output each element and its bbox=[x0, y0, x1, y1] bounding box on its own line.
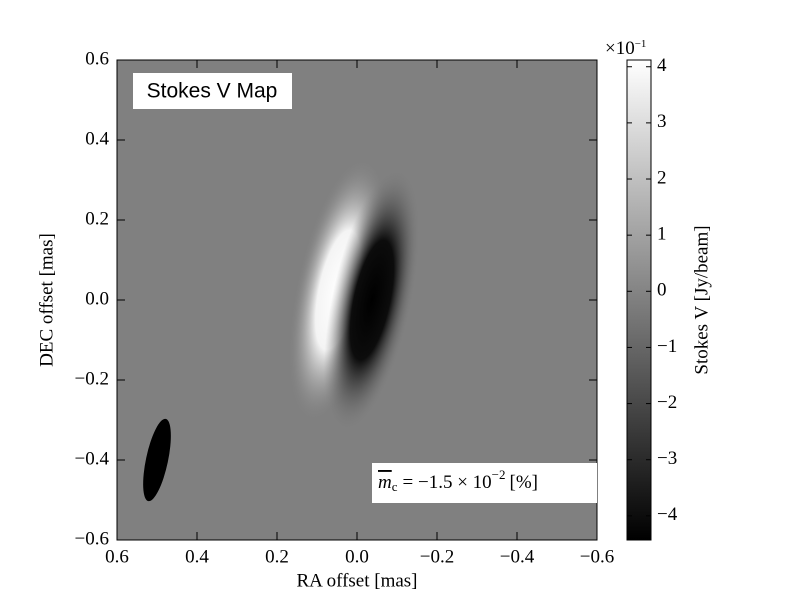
colorbar-tick-label: 2 bbox=[657, 167, 667, 188]
y-tick-label: 0.6 bbox=[85, 48, 109, 69]
colorbar-tick-label: 1 bbox=[657, 224, 667, 245]
chart-title: Stokes V Map bbox=[147, 80, 278, 103]
colorbar-tick-label: −3 bbox=[657, 448, 677, 469]
x-tick-label: −0.2 bbox=[420, 546, 454, 567]
annotation-subscript: c bbox=[392, 479, 398, 494]
annotation: mc = −1.5 × 10−2 [%] bbox=[378, 467, 538, 494]
annotation-text: = −1.5 × 10 bbox=[403, 472, 492, 493]
colorbar-tick-label: 3 bbox=[657, 111, 667, 132]
y-tick-label: 0.0 bbox=[85, 288, 109, 309]
multiplier-exponent: −1 bbox=[635, 38, 647, 50]
negative-lobe bbox=[323, 167, 421, 433]
x-tick-label: 0.4 bbox=[185, 546, 209, 567]
x-tick-label: −0.6 bbox=[580, 546, 614, 567]
colorbar-multiplier: ×10−1 bbox=[605, 38, 646, 60]
title-box bbox=[133, 73, 292, 109]
y-tick-label: 0.4 bbox=[85, 128, 109, 149]
annotation-exponent: −2 bbox=[492, 467, 506, 482]
colorbar-tick-label: −2 bbox=[657, 392, 677, 413]
annotation-unit: [%] bbox=[510, 472, 538, 493]
colorbar-tick-label: −1 bbox=[657, 336, 677, 357]
multiplier-base: ×10 bbox=[605, 38, 635, 59]
y-tick-label: −0.4 bbox=[75, 448, 110, 469]
y-tick-label: −0.6 bbox=[75, 528, 109, 549]
y-axis-label: DEC offset [mas] bbox=[36, 233, 57, 367]
annotation-symbol: m bbox=[378, 472, 392, 493]
colorbar bbox=[626, 59, 652, 541]
x-tick-label: 0.6 bbox=[105, 546, 129, 567]
colorbar-tick-label: −4 bbox=[657, 504, 678, 525]
beam bbox=[143, 418, 171, 502]
map-image bbox=[288, 157, 421, 433]
colorbar-label: Stokes V [Jy/beam] bbox=[691, 225, 712, 374]
x-tick-label: −0.4 bbox=[500, 546, 535, 567]
y-tick-label: −0.2 bbox=[75, 368, 109, 389]
colorbar-tick-label: 0 bbox=[657, 280, 667, 301]
annotation-box bbox=[372, 463, 597, 503]
x-axis-label: RA offset [mas] bbox=[296, 570, 417, 591]
colorbar-tick-label: 4 bbox=[657, 55, 667, 76]
x-tick-label: 0.2 bbox=[265, 546, 289, 567]
y-tick-label: 0.2 bbox=[85, 208, 109, 229]
x-tick-label: 0.0 bbox=[345, 546, 369, 567]
